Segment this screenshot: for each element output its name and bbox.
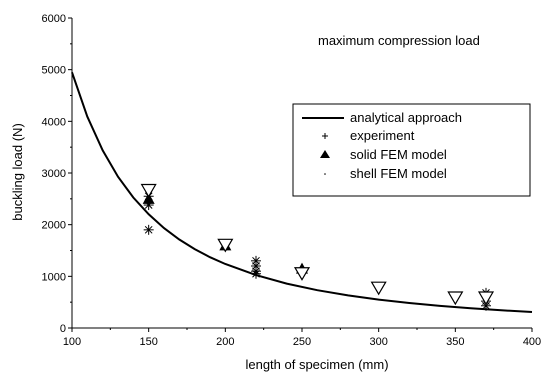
chart-annotation: maximum compression load [318,33,480,48]
y-tick-label: 4000 [42,116,66,128]
shell-fem-point [477,291,495,306]
legend-triangle-up-symbol [320,150,330,158]
legend-label-analytical: analytical approach [350,110,462,125]
y-tick-label: 3000 [42,168,66,180]
legend-label-shell-fem: shell FEM model [350,166,447,181]
experiment-point [143,224,154,235]
legend-label-experiment: experiment [350,128,415,143]
x-tick-label: 350 [446,336,464,348]
legend-box [292,103,531,197]
x-tick-label: 100 [63,336,81,348]
y-tick-label: 6000 [42,13,66,25]
legend: analytical approach experiment solid FEM… [292,103,531,197]
analytical-line [71,71,533,313]
shell-fem-point [447,291,464,306]
solid-fem-point [142,192,155,204]
y-tick-label: 1000 [42,271,66,283]
x-tick-label: 250 [293,336,311,348]
shell-fem-point [293,267,311,281]
y-tick-label: 0 [60,323,66,335]
x-tick-label: 200 [216,336,234,348]
legend-label-solid-fem: solid FEM model [350,147,447,162]
legend-asterisk-symbol [322,133,328,139]
shell-fem-point [140,183,157,198]
shell-fem-point [217,238,234,253]
x-axis-label: length of specimen (mm) [245,357,388,372]
legend-shell-symbol [324,173,326,175]
axes [68,17,533,332]
x-tick-label: 300 [369,336,387,348]
x-tick-label: 150 [139,336,157,348]
y-axis-label: buckling load (N) [10,123,25,221]
y-tick-label: 2000 [42,220,66,232]
y-tick-label: 5000 [42,65,66,77]
data-points [140,183,495,311]
tick-labels: 100 150 200 250 300 350 4000100020003000400050… [42,13,542,348]
experiment-point [251,268,261,279]
analytical-curve [71,71,533,313]
shell-fem-point [370,281,387,296]
x-tick-label: 400 [523,336,541,348]
